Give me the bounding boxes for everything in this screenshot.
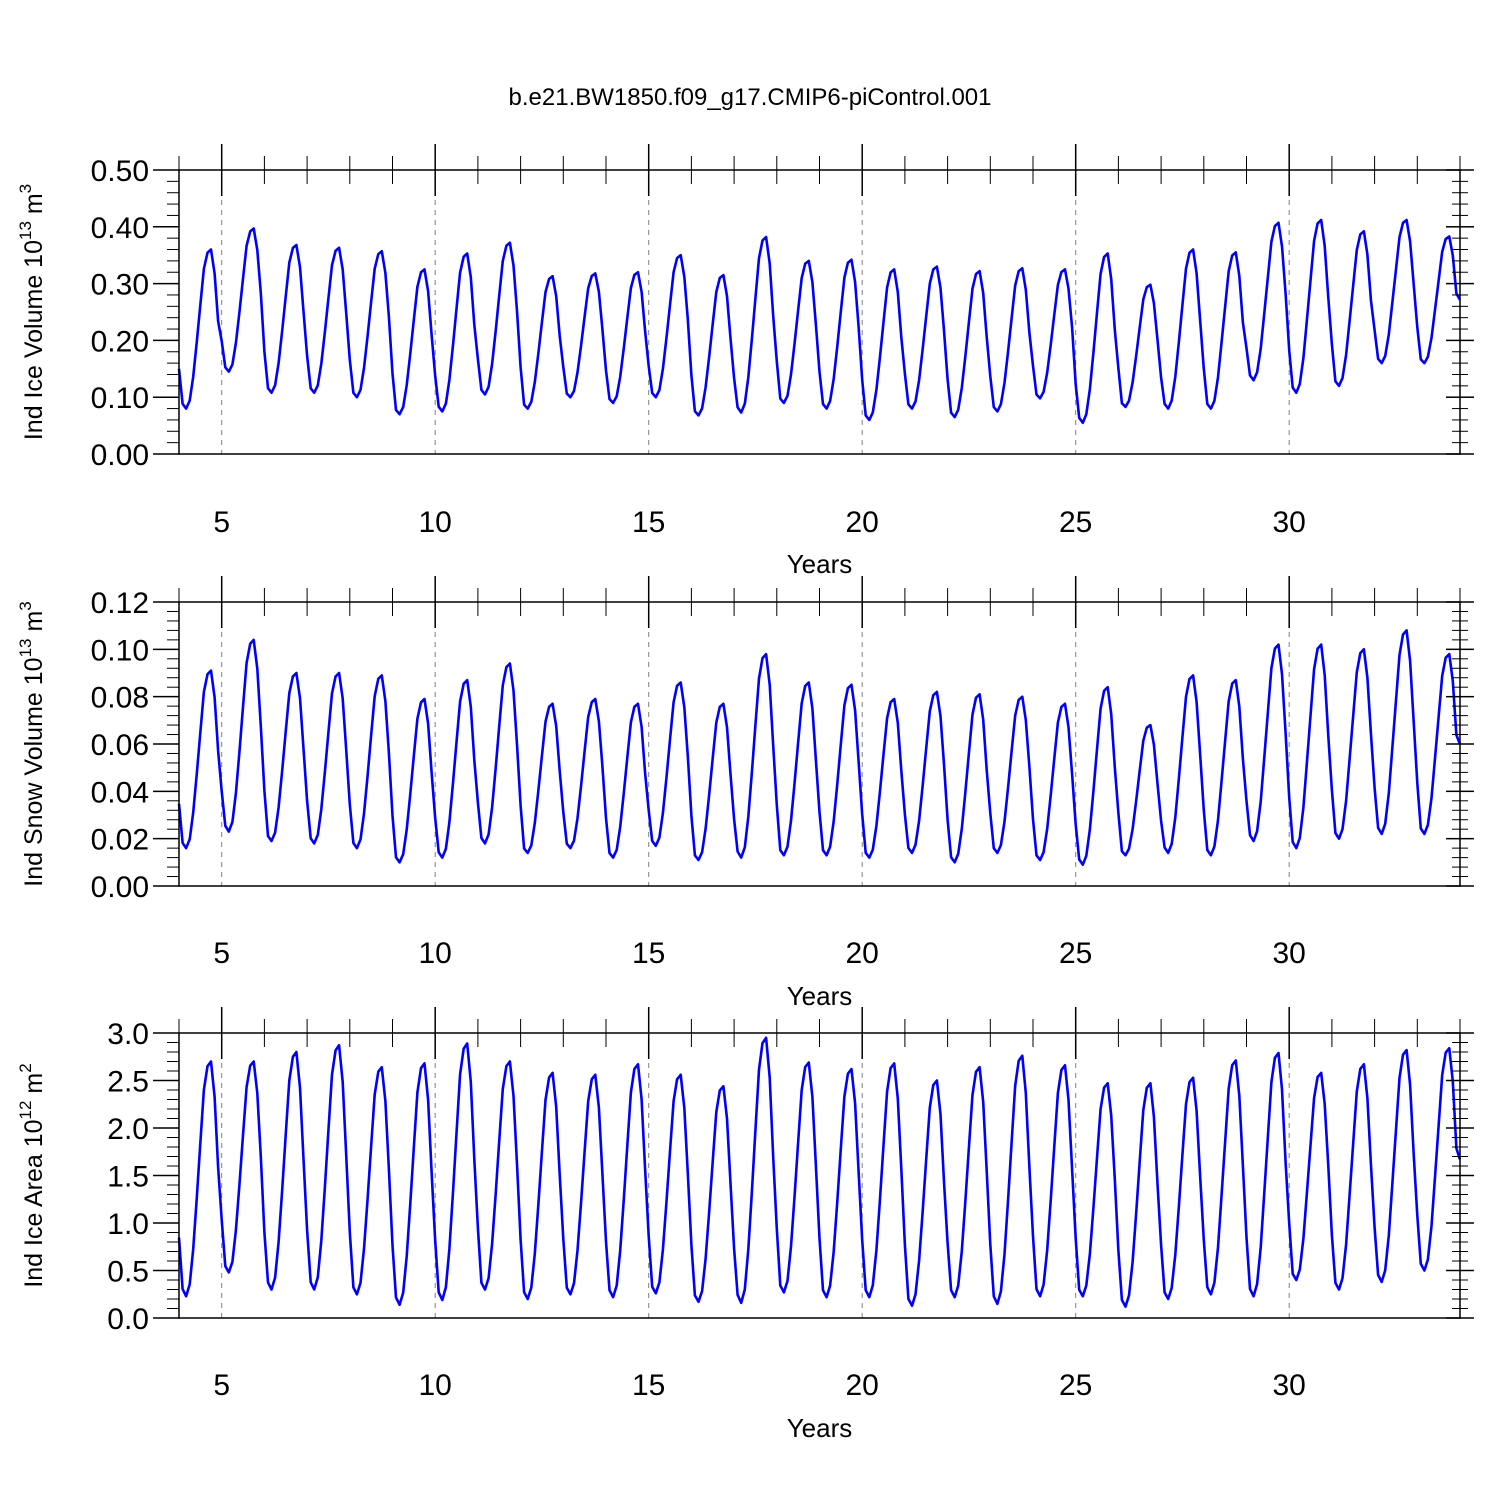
x-tick-label: 30 <box>1273 1369 1306 1402</box>
series-line <box>177 629 1462 866</box>
x-tick-label: 10 <box>419 1369 452 1402</box>
y-tick-label: 0.50 <box>91 155 149 188</box>
x-axis-label: Years <box>787 981 853 1011</box>
x-tick-label: 15 <box>632 1369 665 1402</box>
y-axis-label-superscript: 3 <box>16 184 35 193</box>
x-tick-label: 25 <box>1059 506 1092 539</box>
y-tick-label: 0.0 <box>107 1303 149 1336</box>
x-tick-label: 30 <box>1273 506 1306 539</box>
x-axis-label: Years <box>787 549 853 579</box>
chart-panel-3: 0.0 0.5 1.0 1.5 2.0 2.5 3.0 5 10 15 20 25 30 Years Ind… <box>16 1007 1474 1443</box>
y-tick-label: 0.02 <box>91 824 149 857</box>
y-tick-label: 3.0 <box>107 1018 149 1051</box>
y-tick-label: 0.00 <box>91 871 149 904</box>
chart-panel-2: 0.00 0.02 0.04 0.06 0.08 0.10 0.12 5 10 15 20 25 30 Y… <box>16 576 1474 1011</box>
x-tick-label: 20 <box>846 1369 879 1402</box>
y-axis-label-superscript: 12 <box>16 1101 35 1120</box>
x-tick-label: 5 <box>213 506 230 539</box>
y-axis-label-superscript: 13 <box>16 639 35 658</box>
y-tick-label: 0.06 <box>91 729 149 762</box>
y-tick-label: 2.0 <box>107 1113 149 1146</box>
x-tick-label: 5 <box>213 1369 230 1402</box>
y-axis-label-part: m <box>20 1073 48 1101</box>
series-line <box>177 1036 1462 1308</box>
y-tick-label: 0.00 <box>91 439 149 472</box>
y-axis-label: Ind Ice Area 1012 m2 <box>16 1063 48 1287</box>
x-tick-label: 20 <box>846 937 879 970</box>
y-axis-label-part: m <box>20 193 48 221</box>
x-tick-label: 15 <box>632 506 665 539</box>
x-tick-label: 25 <box>1059 937 1092 970</box>
y-tick-label: 0.30 <box>91 269 149 302</box>
y-axis-label: Ind Snow Volume 1013 m3 <box>16 601 48 887</box>
chart-panel-1: 0.00 0.10 0.20 0.30 0.40 0.50 5 10 15 20 25 30 Years… <box>16 144 1474 579</box>
x-tick-label: 5 <box>213 937 230 970</box>
x-tick-label: 30 <box>1273 937 1306 970</box>
x-tick-label: 15 <box>632 937 665 970</box>
y-axis-label-part: Ind Ice Volume 10 <box>20 240 48 440</box>
y-tick-label: 0.5 <box>107 1256 149 1289</box>
y-tick-label: 0.08 <box>91 682 149 715</box>
x-axis-label: Years <box>787 1413 853 1443</box>
y-axis-label-superscript: 2 <box>16 1063 35 1072</box>
y-axis-label-superscript: 13 <box>16 221 35 240</box>
x-tick-label: 10 <box>419 937 452 970</box>
y-tick-label: 0.40 <box>91 212 149 245</box>
y-tick-label: 1.5 <box>107 1161 149 1194</box>
y-tick-label: 0.10 <box>91 382 149 415</box>
y-tick-label: 0.12 <box>91 587 149 620</box>
series-line <box>177 218 1462 425</box>
y-tick-label: 2.5 <box>107 1066 149 1099</box>
plot-frame <box>178 1032 1461 1319</box>
x-tick-label: 20 <box>846 506 879 539</box>
x-tick-label: 25 <box>1059 1369 1092 1402</box>
figure-title: b.e21.BW1850.f09_g17.CMIP6-piControl.001 <box>509 84 992 111</box>
y-axis-label-superscript: 3 <box>16 601 35 610</box>
y-axis-label-part: m <box>20 611 48 639</box>
y-axis-label: Ind Ice Volume 1013 m3 <box>16 184 48 440</box>
y-tick-label: 0.10 <box>91 634 149 667</box>
y-tick-label: 0.04 <box>91 776 149 809</box>
y-axis-label-part: Ind Ice Area 10 <box>20 1119 48 1287</box>
y-tick-label: 1.0 <box>107 1208 149 1241</box>
y-tick-label: 0.20 <box>91 325 149 358</box>
x-tick-label: 10 <box>419 506 452 539</box>
y-axis-label-part: Ind Snow Volume 10 <box>20 657 48 886</box>
